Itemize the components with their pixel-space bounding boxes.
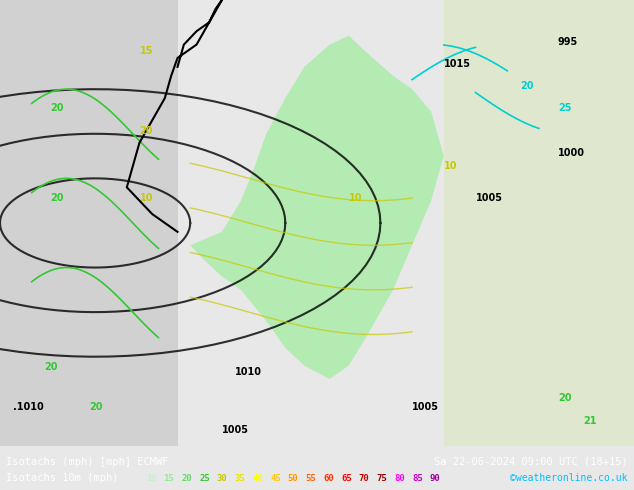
Text: 75: 75 — [377, 474, 387, 483]
Polygon shape — [190, 36, 444, 379]
Polygon shape — [0, 0, 178, 446]
Text: 15: 15 — [139, 46, 153, 55]
Text: 45: 45 — [270, 474, 281, 483]
Text: 90: 90 — [430, 474, 441, 483]
Text: ©weatheronline.co.uk: ©weatheronline.co.uk — [510, 473, 628, 483]
Text: 20: 20 — [89, 402, 102, 412]
Text: 10: 10 — [444, 161, 457, 172]
Text: 30: 30 — [217, 474, 228, 483]
Text: 995: 995 — [558, 37, 578, 47]
Text: 15: 15 — [164, 474, 174, 483]
Text: .1010: .1010 — [13, 402, 44, 412]
Text: 40: 40 — [252, 474, 263, 483]
Text: 55: 55 — [306, 474, 316, 483]
Text: 20: 20 — [51, 193, 64, 203]
Text: 20: 20 — [520, 81, 533, 91]
Text: 1015: 1015 — [444, 59, 471, 69]
Text: 10: 10 — [146, 474, 157, 483]
Text: 35: 35 — [235, 474, 245, 483]
Text: 20: 20 — [139, 126, 153, 136]
Text: 50: 50 — [288, 474, 299, 483]
Text: 10: 10 — [349, 193, 362, 203]
Text: 25: 25 — [199, 474, 210, 483]
Text: 21: 21 — [583, 416, 597, 426]
Text: Isotachs (mph) [mph] ECMWF: Isotachs (mph) [mph] ECMWF — [6, 457, 169, 467]
Text: 1010: 1010 — [235, 367, 262, 376]
Text: 80: 80 — [394, 474, 405, 483]
Text: 70: 70 — [359, 474, 370, 483]
Text: 25: 25 — [558, 103, 571, 114]
Text: 1005: 1005 — [222, 424, 249, 435]
Text: Sa 22-06-2024 09:00 UTC (18+15): Sa 22-06-2024 09:00 UTC (18+15) — [434, 457, 628, 467]
Text: 60: 60 — [323, 474, 334, 483]
Text: 20: 20 — [558, 393, 571, 403]
Polygon shape — [444, 0, 634, 446]
Text: Isotachs 10m (mph): Isotachs 10m (mph) — [6, 473, 119, 483]
Text: 65: 65 — [341, 474, 352, 483]
Text: 1005: 1005 — [412, 402, 439, 412]
Text: 10: 10 — [139, 193, 153, 203]
Text: 1005: 1005 — [476, 193, 503, 203]
Text: 20: 20 — [44, 362, 58, 372]
Text: 85: 85 — [412, 474, 423, 483]
Text: 1000: 1000 — [558, 148, 585, 158]
Text: 20: 20 — [51, 103, 64, 114]
Text: 20: 20 — [181, 474, 192, 483]
